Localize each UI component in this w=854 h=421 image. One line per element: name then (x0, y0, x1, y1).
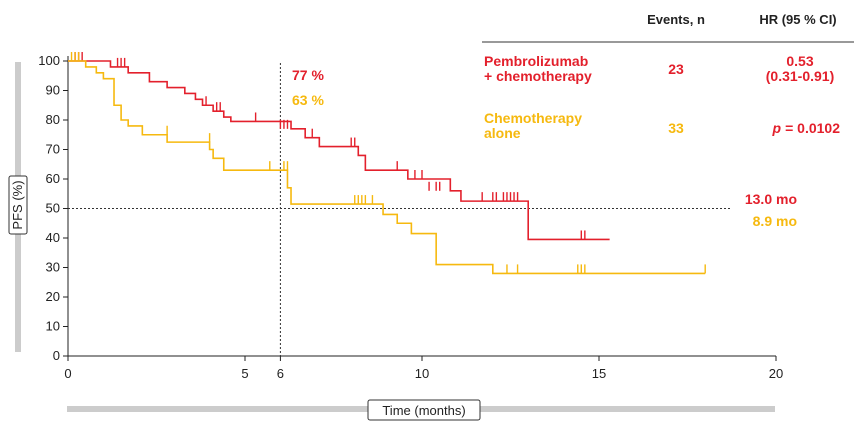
x-ticks: 0 5 6 10 15 20 (64, 356, 783, 381)
x-tick-label: 5 (241, 366, 248, 381)
y-tick-label: 10 (46, 319, 60, 334)
p-label: p (772, 120, 782, 136)
y-axis-label-box (8, 175, 28, 235)
y-ticks: 0 10 20 30 40 50 60 70 80 90 100 (38, 53, 68, 363)
y-tick-label: 100 (38, 53, 60, 68)
y-axis-label: PFS (%) (10, 180, 25, 229)
reference-lines (68, 63, 730, 356)
y-tick-label: 40 (46, 230, 60, 245)
survival-curves (68, 52, 706, 275)
series1-label-line1: Pembrolizumab (484, 53, 588, 69)
median-label-chemo: 8.9 mo (753, 213, 797, 229)
series2-events: 33 (668, 120, 684, 136)
y-tick-label: 0 (53, 348, 60, 363)
series1-events: 23 (668, 61, 684, 77)
series-1-curve (68, 60, 610, 241)
median-label-pembro: 13.0 mo (745, 191, 797, 207)
events-header: Events, n (647, 12, 705, 27)
hazard-ratio: 0.53 (786, 53, 813, 69)
series1-label-line2: + chemotherapy (484, 68, 592, 84)
x-axis-label-box (367, 399, 481, 421)
x-tick-label: 15 (592, 366, 606, 381)
y-tick-label: 70 (46, 142, 60, 157)
p-value: p = 0.0102 (772, 120, 841, 136)
x-tick-label: 10 (415, 366, 429, 381)
y-tick-label: 80 (46, 112, 60, 127)
y-tick-label: 90 (46, 83, 60, 98)
landmark-label-chemo: 63 % (292, 92, 324, 108)
y-tick-label: 60 (46, 171, 60, 186)
series2-label-line1: Chemotherapy (484, 110, 582, 126)
p-number: = 0.0102 (785, 120, 840, 136)
hazard-ratio-ci: (0.31-0.91) (766, 68, 834, 84)
x-tick-label: 6 (277, 366, 284, 381)
landmark-label-pembro: 77 % (292, 67, 324, 83)
y-tick-label: 30 (46, 260, 60, 275)
x-axis-label: Time (months) (382, 403, 465, 418)
x-tick-label: 0 (64, 366, 71, 381)
series2-label-line2: alone (484, 125, 521, 141)
y-tick-label: 50 (46, 201, 60, 216)
hr-header: HR (95 % CI) (759, 12, 836, 27)
series-2-curve (68, 60, 706, 275)
y-tick-label: 20 (46, 289, 60, 304)
x-tick-label: 20 (769, 366, 783, 381)
